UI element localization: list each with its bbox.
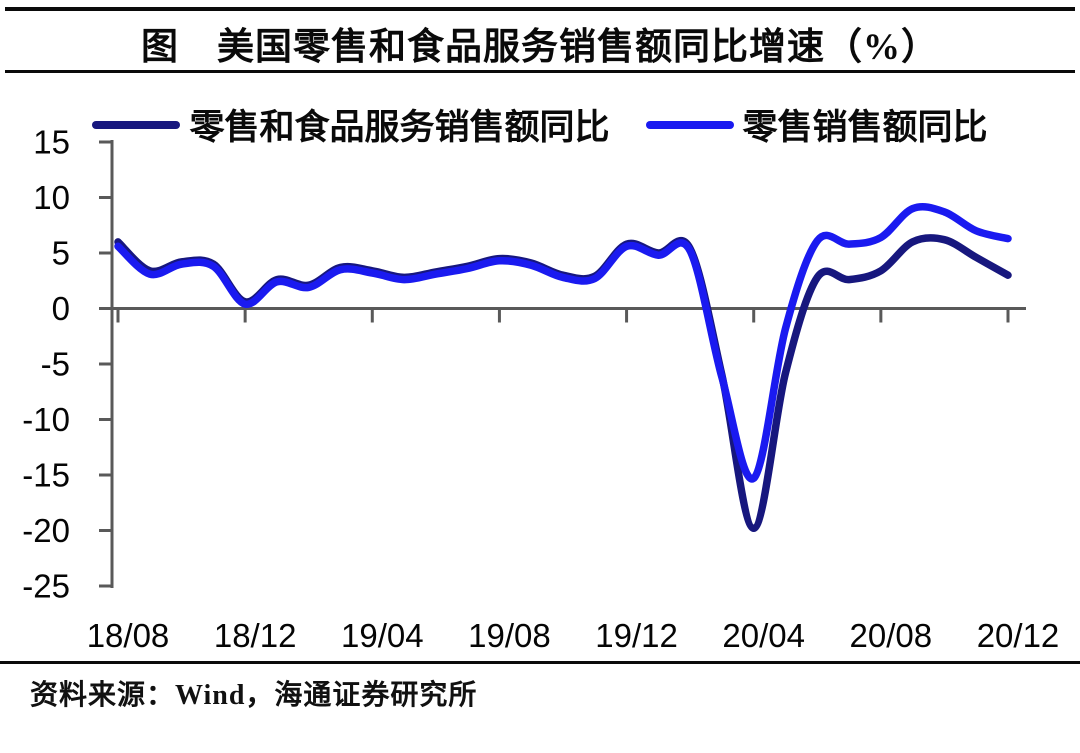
top-divider — [5, 7, 1075, 11]
y-tick-label: 10 — [33, 179, 70, 216]
legend-item-retail-food: 零售和食品服务销售额同比 — [92, 99, 610, 150]
bottom-divider — [0, 661, 1080, 664]
chart-title: 图 美国零售和食品服务销售额同比增速（%） — [141, 27, 939, 68]
x-tick-label: 19/12 — [595, 617, 678, 654]
y-tick-label: 5 — [52, 235, 70, 272]
series-line-retail — [114, 203, 1012, 483]
x-tick-label: 20/12 — [977, 617, 1060, 654]
x-tick-label: 18/08 — [87, 617, 170, 654]
x-tick-label: 19/04 — [341, 617, 424, 654]
x-tick-label: 20/08 — [850, 617, 933, 654]
legend-label-retail-food: 零售和食品服务销售额同比 — [189, 108, 610, 147]
chart-legend: 零售和食品服务销售额同比 零售销售额同比 — [0, 99, 1080, 150]
line-chart-plot: 15 10 5 0 -5 -10 -15 -20 -25 18/08 18/12 19/04 19/08… — [22, 130, 1060, 654]
legend-swatch-retail-food — [92, 120, 181, 129]
legend-swatch-retail — [645, 120, 734, 129]
y-tick-label: -20 — [22, 512, 70, 549]
legend-label-retail: 零售销售额同比 — [742, 108, 988, 147]
y-tick-label: -15 — [22, 457, 70, 494]
y-tick-label: -10 — [22, 401, 70, 438]
y-tick-label: 15 — [33, 130, 70, 161]
legend-item-retail: 零售销售额同比 — [645, 99, 988, 150]
y-tick-label: -5 — [41, 346, 70, 383]
x-tick-label: 19/08 — [468, 617, 551, 654]
x-tick-label: 18/12 — [214, 617, 297, 654]
y-tick-label: -25 — [22, 568, 70, 605]
source-note: 资料来源：Wind，海通证券研究所 — [30, 680, 478, 711]
series-line-retail-food — [114, 234, 1012, 533]
y-tick-label: 0 — [52, 290, 70, 327]
x-tick-label: 20/04 — [722, 617, 805, 654]
title-divider — [5, 70, 1075, 73]
